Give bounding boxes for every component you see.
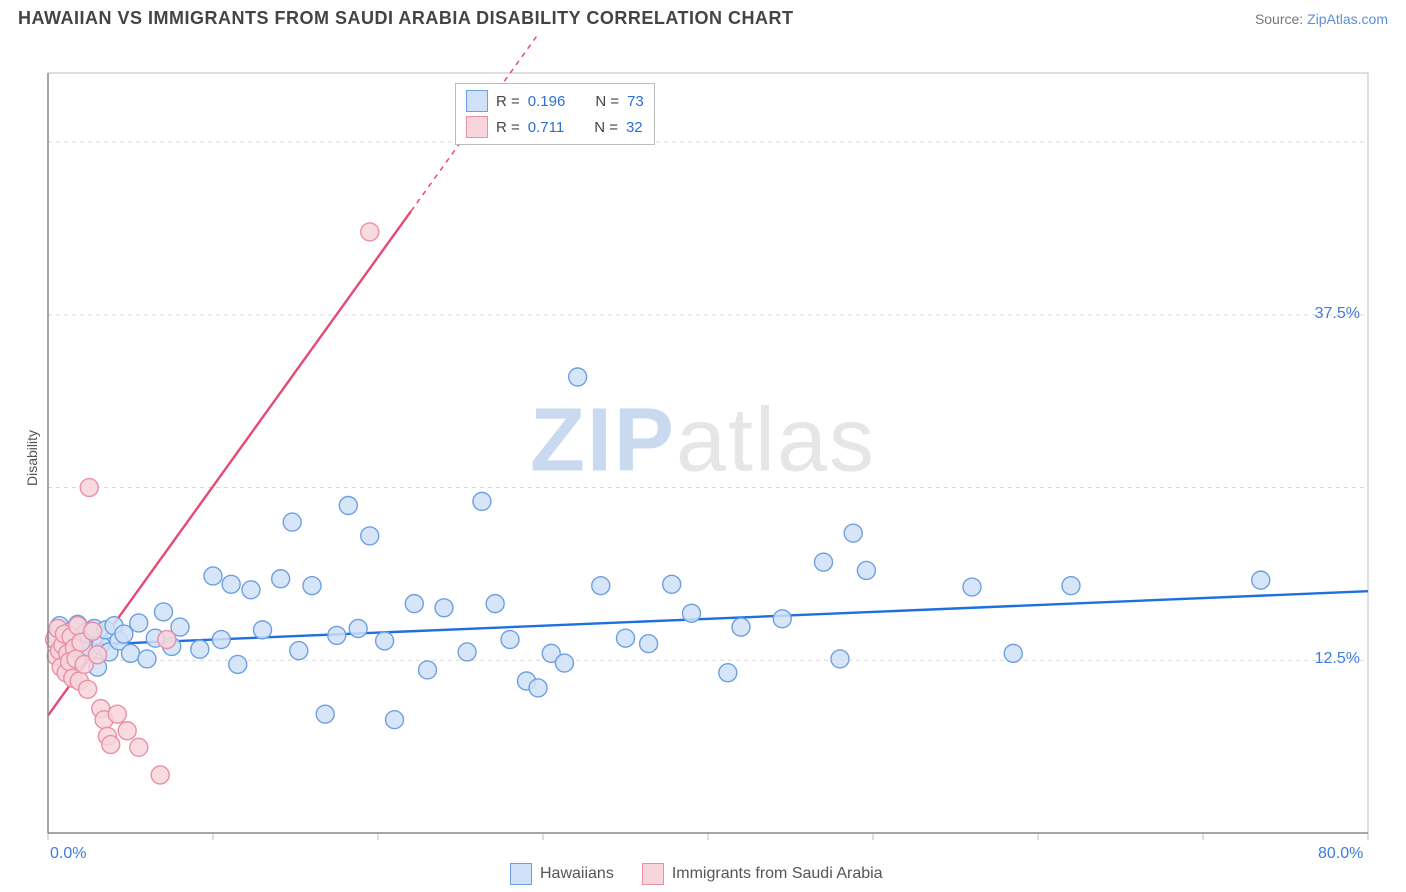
- legend-swatch: [466, 116, 488, 138]
- source-prefix: Source:: [1255, 11, 1307, 27]
- chart-area: Disability ZIPatlas R =0.196N =73R =0.71…: [0, 33, 1406, 883]
- n-label: N =: [595, 93, 619, 110]
- chart-title: HAWAIIAN VS IMMIGRANTS FROM SAUDI ARABIA…: [18, 8, 794, 29]
- series-legend: Hawaiians Immigrants from Saudi Arabia: [510, 863, 883, 885]
- x-tick-label: 0.0%: [50, 845, 86, 863]
- correlation-legend: R = 0.196 N = 73 R = 0.711 N = 32: [455, 83, 655, 145]
- y-axis-label: Disability: [24, 430, 40, 486]
- r-label: R =: [496, 119, 520, 136]
- y-tick-label: 12.5%: [1315, 650, 1360, 668]
- source-link[interactable]: ZipAtlas.com: [1307, 11, 1388, 27]
- scatter-plot-svg: [0, 33, 1406, 883]
- chart-header: HAWAIIAN VS IMMIGRANTS FROM SAUDI ARABIA…: [0, 0, 1406, 33]
- r-value: 0.196: [528, 93, 566, 110]
- n-value: 32: [626, 119, 643, 136]
- correlation-legend-row: R = 0.711 N = 32: [456, 114, 654, 140]
- series-legend-item: Hawaiians: [510, 863, 614, 885]
- n-value: 73: [627, 93, 644, 110]
- legend-swatch: [466, 90, 488, 112]
- series-legend-label: Hawaiians: [540, 865, 614, 883]
- n-label: N =: [594, 119, 618, 136]
- series-legend-item: Immigrants from Saudi Arabia: [642, 863, 883, 885]
- legend-swatch: [510, 863, 532, 885]
- y-tick-label: 37.5%: [1315, 305, 1360, 323]
- x-tick-label: 80.0%: [1318, 845, 1363, 863]
- legend-swatch: [642, 863, 664, 885]
- chart-source: Source: ZipAtlas.com: [1255, 11, 1388, 27]
- r-value: 0.711: [528, 119, 564, 136]
- series-legend-label: Immigrants from Saudi Arabia: [672, 865, 883, 883]
- correlation-legend-row: R = 0.196 N = 73: [456, 88, 654, 114]
- r-label: R =: [496, 93, 520, 110]
